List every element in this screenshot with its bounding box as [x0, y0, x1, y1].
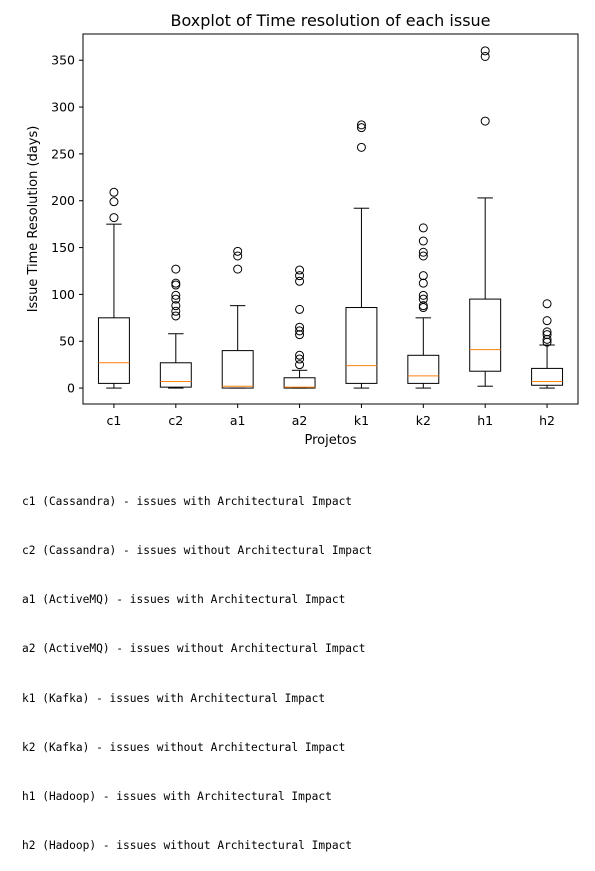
outlier-point [542, 316, 552, 326]
y-tick-label: 150 [51, 240, 75, 255]
x-tick-label: a2 [292, 413, 308, 428]
outlier-point [418, 236, 428, 246]
plot-marks: 0 50 100 150 200 250 300 350 c1 c2 a1 a2 k1 k2 h1 h2 [51, 46, 564, 428]
note-line: h1 (Hadoop) - issues with Architectural … [22, 790, 332, 804]
y-tick-label: 200 [51, 193, 75, 208]
y-tick-label: 350 [51, 53, 75, 68]
outlier-point [171, 306, 181, 316]
outlier-point [233, 264, 243, 274]
y-tick-label: 250 [51, 146, 75, 161]
outlier-point [171, 264, 181, 274]
outlier-point [542, 299, 552, 309]
outlier-point [418, 223, 428, 233]
outlier-point [295, 350, 305, 360]
outlier-point [233, 246, 243, 256]
outlier-point [109, 187, 119, 197]
outlier-point [295, 326, 305, 336]
outlier-point [356, 120, 366, 130]
outlier-point [295, 304, 305, 314]
x-tick-label: h1 [477, 413, 493, 428]
outlier-point [295, 276, 305, 286]
outlier-point [418, 294, 428, 304]
outlier-point [480, 116, 490, 126]
box-h1 [469, 298, 502, 372]
outlier-point [295, 330, 305, 340]
outlier-point [356, 142, 366, 152]
x-tick-label: k2 [416, 413, 431, 428]
y-tick-label: 100 [51, 287, 75, 302]
x-tick-label: h2 [539, 413, 555, 428]
x-tick-label: k1 [354, 413, 369, 428]
outlier-point [295, 360, 305, 370]
outlier-point [418, 303, 428, 313]
box-k1 [345, 307, 378, 384]
note-line: a1 (ActiveMQ) - issues with Architectura… [22, 593, 346, 607]
legend-notes: c1 (Cassandra) - issues with Architectur… [22, 461, 372, 871]
note-line: c2 (Cassandra) - issues without Architec… [22, 544, 373, 558]
outlier-point [109, 197, 119, 207]
box-a1 [221, 350, 254, 389]
box-k2 [407, 354, 440, 384]
outlier-point [418, 247, 428, 257]
outlier-point [542, 334, 552, 344]
outlier-point [418, 251, 428, 261]
y-axis-label: Issue Time Resolution (days) [26, 126, 41, 313]
y-tick-label: 0 [67, 381, 75, 396]
outlier-point [542, 330, 552, 340]
outlier-point [171, 278, 181, 288]
outlier-point [171, 290, 181, 300]
outlier-point [171, 294, 181, 304]
outlier-point [480, 46, 490, 56]
outlier-point [295, 322, 305, 332]
note-line: h2 (Hadoop) - issues without Architectur… [22, 839, 353, 853]
box-c2 [159, 362, 192, 388]
note-line: k2 (Kafka) - issues without Architectura… [22, 740, 346, 754]
y-tick-label: 50 [59, 334, 75, 349]
x-tick-label: c1 [107, 413, 122, 428]
outlier-point [109, 213, 119, 223]
note-line: c1 (Cassandra) - issues with Architectur… [22, 494, 353, 508]
box-a2 [283, 377, 316, 389]
outlier-point [542, 327, 552, 337]
outlier-point [295, 265, 305, 275]
x-tick-label: a1 [230, 413, 246, 428]
outlier-point [171, 311, 181, 321]
x-tick-label: c2 [168, 413, 183, 428]
boxplot-chart: Boxplot of Time resolution of each issue… [26, 11, 579, 448]
outlier-point [418, 290, 428, 300]
x-axis-label: Projetos [304, 433, 356, 448]
outlier-point [295, 354, 305, 364]
note-line: k1 (Kafka) - issues with Architectural I… [22, 691, 326, 705]
outlier-point [542, 337, 552, 347]
outlier-point [233, 251, 243, 261]
outlier-point [418, 271, 428, 281]
outlier-point [418, 301, 428, 311]
outlier-point [418, 278, 428, 288]
box-h2 [531, 367, 564, 386]
note-line: a2 (ActiveMQ) - issues without Architect… [22, 642, 366, 656]
chart-title: Boxplot of Time resolution of each issue [170, 11, 490, 30]
plot-frame [82, 33, 579, 405]
y-tick-label: 300 [51, 100, 75, 115]
outlier-point [356, 123, 366, 133]
outlier-point [171, 301, 181, 311]
box-c1 [97, 317, 130, 384]
outlier-point [295, 271, 305, 281]
outlier-point [480, 51, 490, 61]
outlier-point [171, 280, 181, 290]
